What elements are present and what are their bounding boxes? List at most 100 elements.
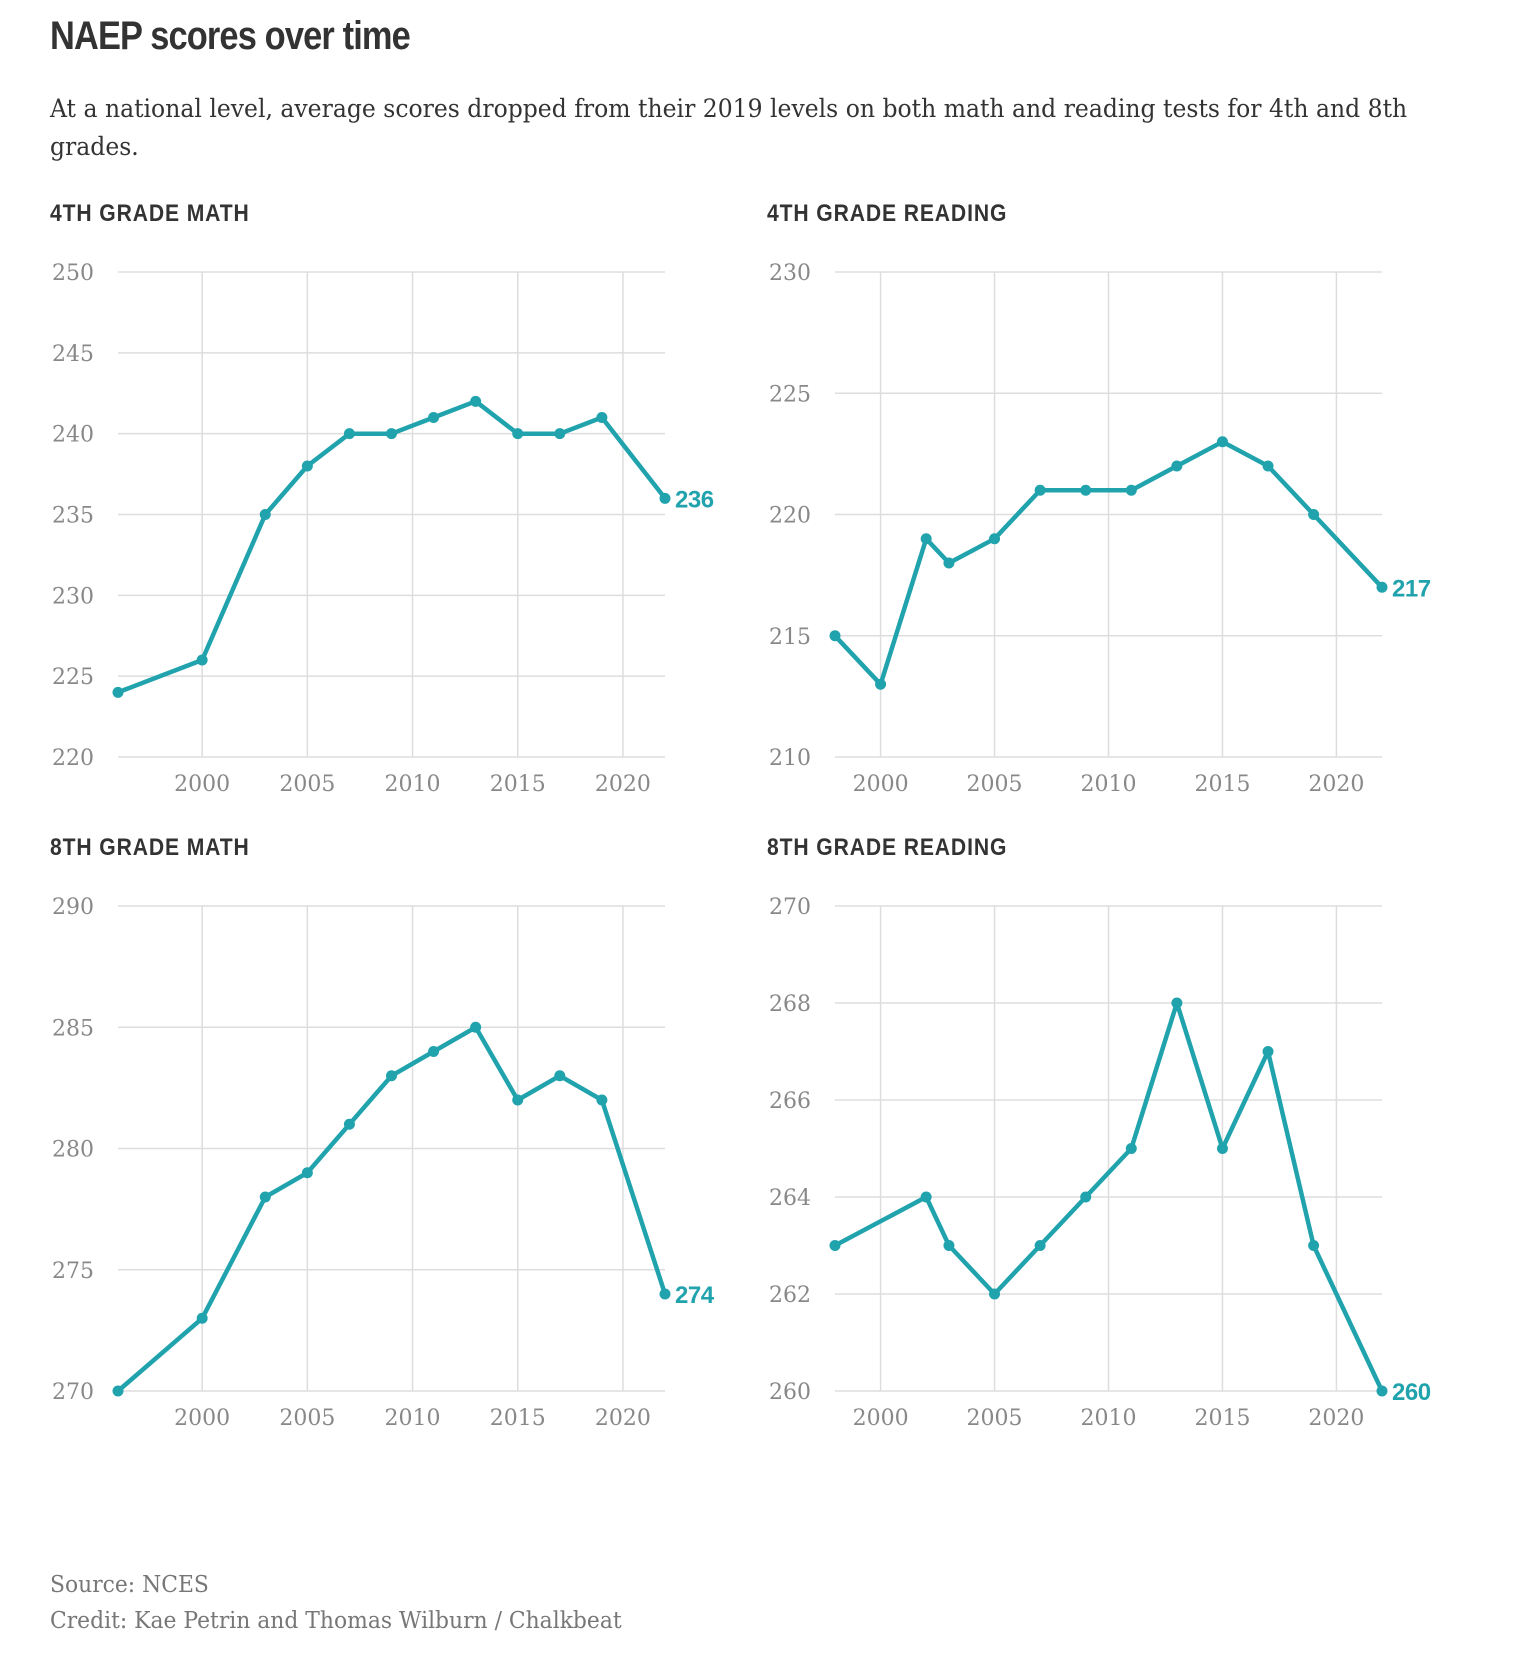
y-tick-label: 240: [52, 423, 94, 448]
data-point: [428, 1046, 440, 1057]
data-point: [512, 1094, 524, 1106]
y-tick-label: 268: [769, 992, 811, 1017]
end-value-label: 217: [1392, 575, 1431, 602]
x-tick-label: 2010: [385, 1406, 441, 1431]
data-point: [596, 412, 608, 423]
data-point: [829, 630, 841, 642]
data-point: [470, 395, 482, 407]
y-tick-label: 285: [52, 1016, 94, 1041]
y-tick-label: 275: [52, 1259, 94, 1284]
panel-4th-grade-reading: 4TH GRADE READING 210 215 220 225 230 2000 200…: [767, 200, 1487, 860]
data-point: [301, 460, 313, 472]
data-point: [1080, 484, 1092, 496]
y-tick-label: 262: [769, 1283, 811, 1308]
data-point: [470, 1021, 482, 1033]
series-line: [832, 1000, 1385, 1394]
y-tick-label: 220: [52, 746, 94, 771]
data-point: [554, 1070, 566, 1082]
page-title: NAEP scores over time: [50, 14, 411, 58]
data-point: [1308, 1240, 1320, 1251]
data-point: [343, 1118, 355, 1130]
credit-note: Credit: Kae Petrin and Thomas Wilburn / …: [50, 1608, 622, 1634]
data-point: [386, 1070, 397, 1082]
y-tick-label: 266: [769, 1089, 811, 1114]
data-point: [259, 509, 271, 520]
panel-title: 8TH GRADE READING: [767, 834, 1008, 861]
end-value-label: 236: [675, 486, 714, 513]
y-tick-label: 215: [769, 625, 811, 650]
y-tick-label: 264: [769, 1186, 811, 1211]
data-point: [301, 1167, 313, 1179]
x-tick-label: 2000: [853, 772, 909, 797]
data-point: [596, 1094, 608, 1106]
x-tick-label: 2000: [174, 1406, 230, 1431]
data-point: [1216, 436, 1228, 448]
chart-8th-grade-math: 270 275 280 285 290 2000 2005 2010 2015 2020 274: [52, 895, 715, 1431]
x-tick-label: 2015: [490, 772, 546, 797]
data-point: [989, 1288, 1001, 1300]
x-tick-label: 2020: [595, 1406, 651, 1431]
x-tick-label: 2000: [174, 772, 230, 797]
y-tick-label: 260: [769, 1380, 811, 1405]
end-value-label: 274: [675, 1282, 715, 1309]
y-tick-label: 225: [769, 382, 811, 407]
y-tick-label: 230: [52, 584, 94, 609]
y-tick-label: 270: [769, 895, 811, 920]
source-note: Source: NCES: [50, 1572, 209, 1598]
data-point: [659, 492, 671, 504]
data-point: [196, 1312, 208, 1324]
y-tick-label: 220: [769, 504, 811, 529]
data-point: [989, 533, 1001, 545]
data-point: [343, 428, 355, 440]
data-point: [659, 1288, 671, 1300]
y-tick-label: 225: [52, 665, 94, 690]
chart-4th-grade-reading: 210 215 220 225 230 2000 2005 2010 2015 2020 217: [769, 261, 1431, 797]
data-point: [1034, 1240, 1046, 1251]
data-point: [1376, 581, 1388, 593]
data-point: [1125, 1143, 1137, 1154]
panel-4th-grade-math: 4TH GRADE MATH 220 225 230 235 240 245 250 2000…: [50, 200, 770, 860]
end-value-label: 260: [1392, 1379, 1431, 1406]
data-point: [428, 412, 440, 423]
x-tick-label: 2020: [595, 772, 651, 797]
data-point: [1262, 1046, 1274, 1057]
data-point: [920, 1191, 932, 1203]
y-tick-label: 280: [52, 1138, 94, 1163]
x-tick-label: 2000: [853, 1406, 909, 1431]
panel-8th-grade-reading: 8TH GRADE READING 260 262 264 266 268 270 2000…: [767, 834, 1487, 1494]
chart-4th-grade-math: 220 225 230 235 240 245 250 2000 2005 2010 2015 202…: [52, 261, 714, 797]
x-tick-label: 2005: [279, 772, 335, 797]
x-tick-label: 2010: [385, 772, 441, 797]
series-line: [115, 399, 668, 695]
y-tick-label: 250: [52, 261, 94, 286]
data-point: [386, 428, 397, 440]
data-point: [1125, 484, 1137, 496]
x-tick-label: 2015: [1194, 1406, 1250, 1431]
data-point: [1034, 484, 1046, 496]
x-tick-label: 2020: [1308, 1406, 1364, 1431]
data-point: [1216, 1143, 1228, 1154]
data-point: [1080, 1191, 1092, 1203]
y-tick-label: 270: [52, 1380, 94, 1405]
data-point: [943, 557, 955, 569]
data-point: [259, 1191, 271, 1203]
data-point: [875, 678, 887, 690]
data-point: [1262, 460, 1274, 472]
y-tick-label: 230: [769, 261, 811, 286]
panel-8th-grade-math: 8TH GRADE MATH 270 275 280 285 290 2000 2005 20…: [50, 834, 770, 1494]
x-tick-label: 2015: [1194, 772, 1250, 797]
y-tick-label: 245: [52, 342, 94, 367]
x-tick-label: 2010: [1081, 1406, 1137, 1431]
data-point: [1171, 997, 1183, 1009]
data-point: [1171, 460, 1183, 472]
data-point: [554, 428, 566, 440]
chart-8th-grade-reading: 260 262 264 266 268 270 2000 2005 2010 2015 2020 26…: [769, 895, 1431, 1431]
y-tick-label: 210: [769, 746, 811, 771]
page-subtitle: At a national level, average scores drop…: [50, 94, 1408, 161]
data-point: [943, 1240, 955, 1251]
data-point: [512, 428, 524, 440]
data-point: [1376, 1385, 1388, 1397]
x-tick-label: 2010: [1081, 772, 1137, 797]
series-line: [115, 1025, 668, 1394]
x-tick-label: 2015: [490, 1406, 546, 1431]
